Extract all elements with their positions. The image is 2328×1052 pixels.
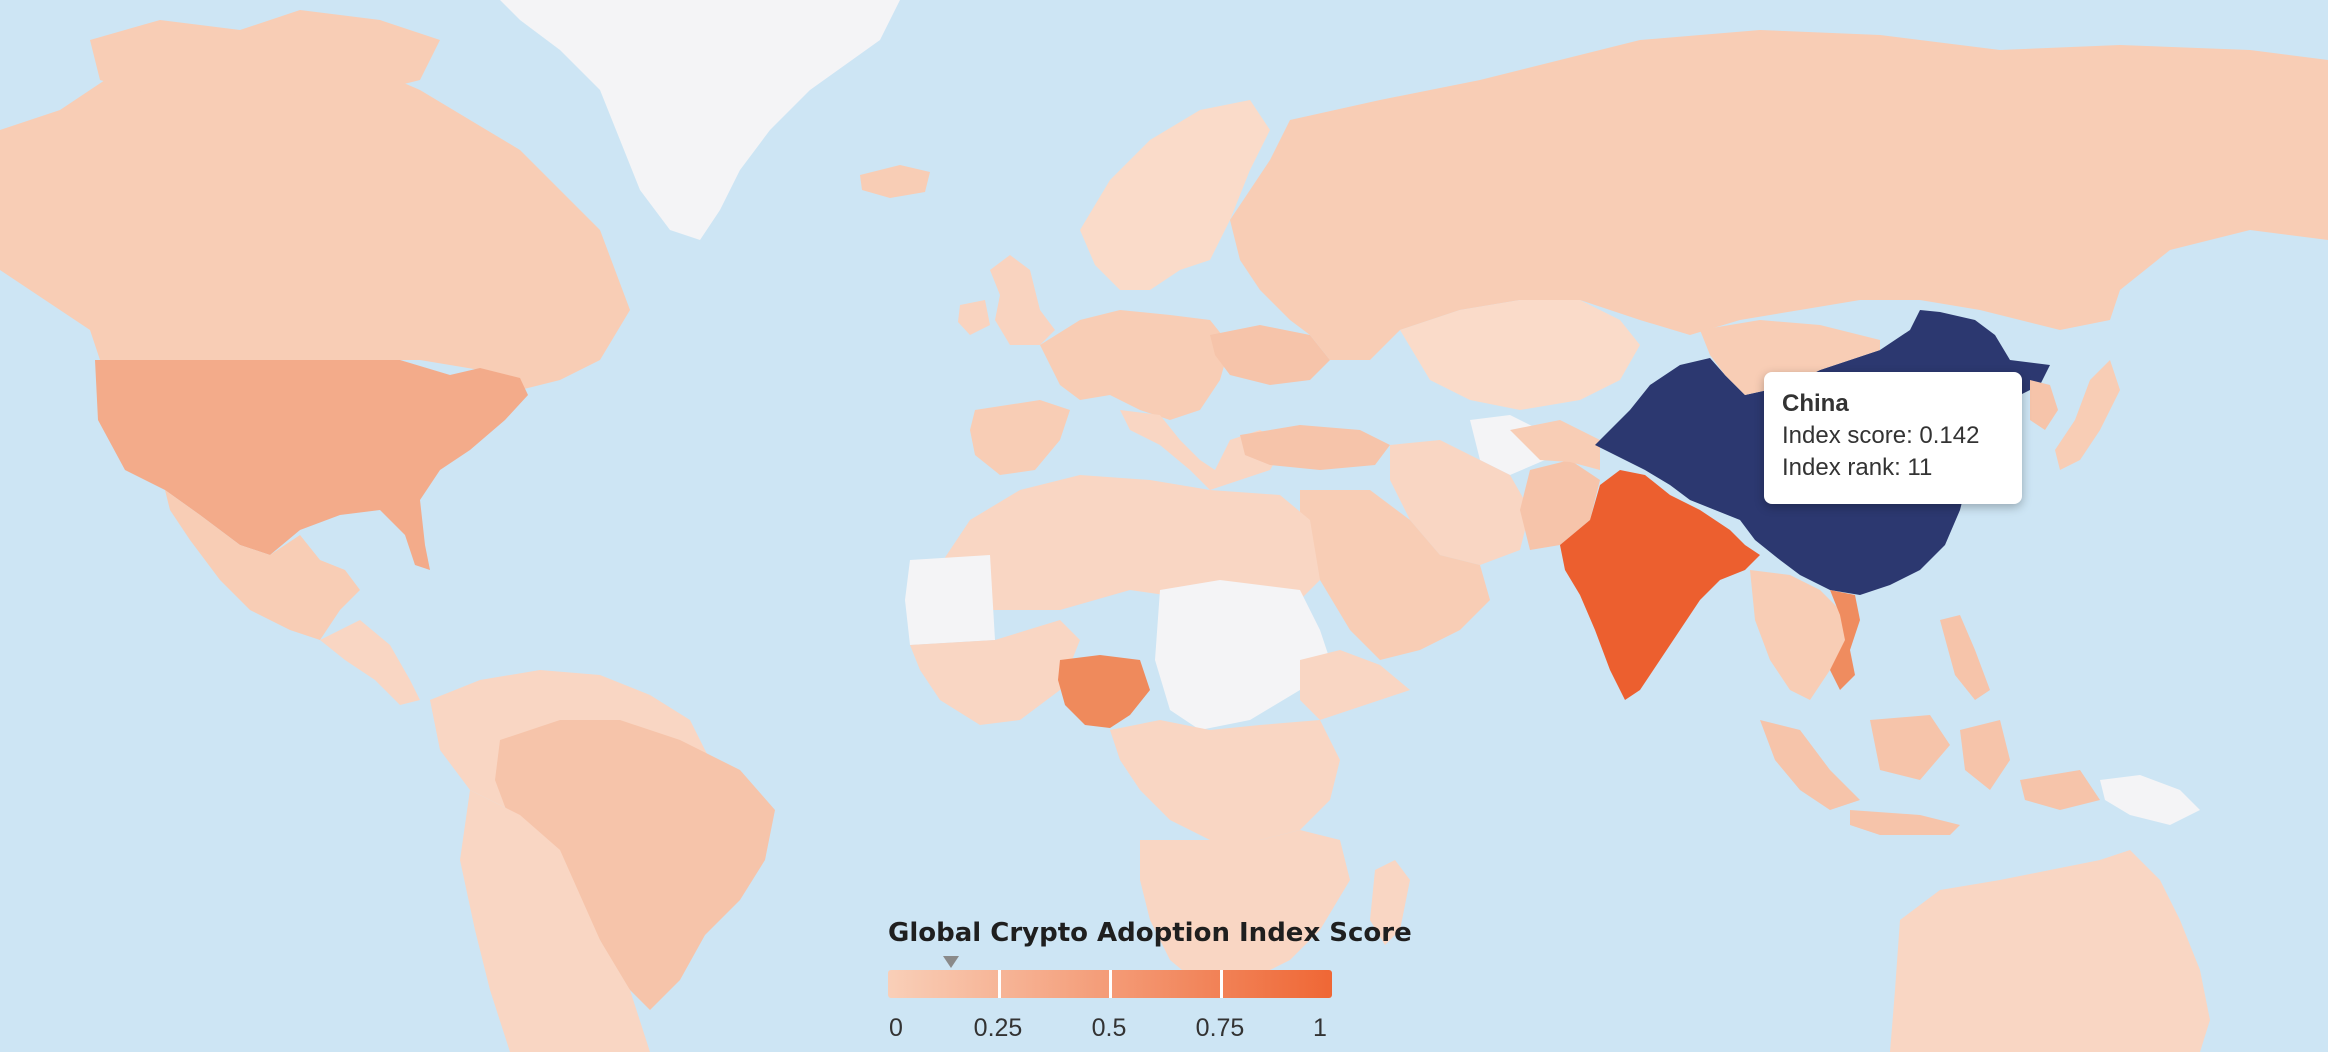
country-mongolia[interactable]: [1700, 320, 1880, 395]
country-mauritania-mali[interactable]: [905, 555, 995, 645]
country-ethiopia-horn[interactable]: [1300, 650, 1410, 720]
country-philippines[interactable]: [1940, 615, 1990, 700]
country-papua[interactable]: [2100, 775, 2200, 825]
country-iberia[interactable]: [970, 400, 1070, 475]
country-mexico[interactable]: [165, 490, 360, 640]
country-vietnam[interactable]: [1830, 590, 1860, 690]
legend-tick-0: 0: [889, 1014, 903, 1042]
country-canada[interactable]: [0, 60, 630, 390]
country-japan[interactable]: [2055, 360, 2120, 470]
country-southeast-asia[interactable]: [1750, 570, 1850, 700]
country-afghanistan[interactable]: [1510, 420, 1600, 470]
country-iran[interactable]: [1390, 440, 1530, 565]
legend-divider: [1220, 970, 1223, 998]
legend-tick-0.5: 0.5: [1091, 1014, 1127, 1042]
legend-title: Global Crypto Adoption Index Score: [888, 918, 1412, 948]
legend-tick-0.75: 0.75: [1195, 1014, 1245, 1042]
country-australia[interactable]: [1890, 850, 2210, 1052]
country-western-europe[interactable]: [1040, 310, 1230, 420]
legend-value-marker-icon: [943, 956, 960, 968]
country-central-america[interactable]: [320, 620, 420, 705]
legend-tick-0.25: 0.25: [973, 1014, 1023, 1042]
country-indonesia[interactable]: [1760, 715, 2100, 835]
country-greenland[interactable]: [500, 0, 900, 240]
tooltip-index-rank: Index rank: 11: [1782, 454, 1933, 481]
tooltip-country-name: China: [1782, 390, 1849, 417]
legend: Global Crypto Adoption Index Score 0 0.2…: [884, 912, 1412, 1046]
country-central-east-africa[interactable]: [1155, 580, 1330, 730]
country-madagascar[interactable]: [1370, 860, 1410, 945]
country-ukraine[interactable]: [1210, 325, 1330, 385]
country-italy-balkans[interactable]: [1120, 410, 1285, 490]
country-usa[interactable]: [95, 360, 528, 570]
country-russia[interactable]: [1230, 30, 2328, 360]
country-scandinavia[interactable]: [1080, 100, 1270, 290]
country-pakistan[interactable]: [1520, 460, 1600, 550]
country-india[interactable]: [1560, 470, 1760, 700]
country-tooltip: China Index score: 0.142 Index rank: 11: [1764, 372, 2022, 504]
country-arabia[interactable]: [1300, 490, 1490, 660]
country-korea[interactable]: [2030, 380, 2058, 430]
country-nigeria[interactable]: [1058, 655, 1150, 728]
country-iceland[interactable]: [860, 165, 930, 198]
country-canada-islands[interactable]: [90, 10, 440, 100]
country-uk[interactable]: [990, 255, 1055, 345]
country-south-america-south[interactable]: [460, 790, 650, 1052]
country-southern-africa[interactable]: [1140, 830, 1350, 985]
country-west-africa[interactable]: [910, 620, 1080, 725]
country-brazil[interactable]: [495, 720, 775, 1010]
country-kazakhstan[interactable]: [1400, 300, 1640, 410]
legend-divider: [1109, 970, 1112, 998]
country-ireland[interactable]: [958, 300, 990, 335]
legend-divider: [998, 970, 1001, 998]
country-turkey[interactable]: [1240, 425, 1390, 470]
tooltip-index-score: Index score: 0.142: [1782, 422, 1980, 449]
country-central-africa[interactable]: [1110, 720, 1340, 840]
legend-tick-1: 1: [1313, 1014, 1327, 1042]
